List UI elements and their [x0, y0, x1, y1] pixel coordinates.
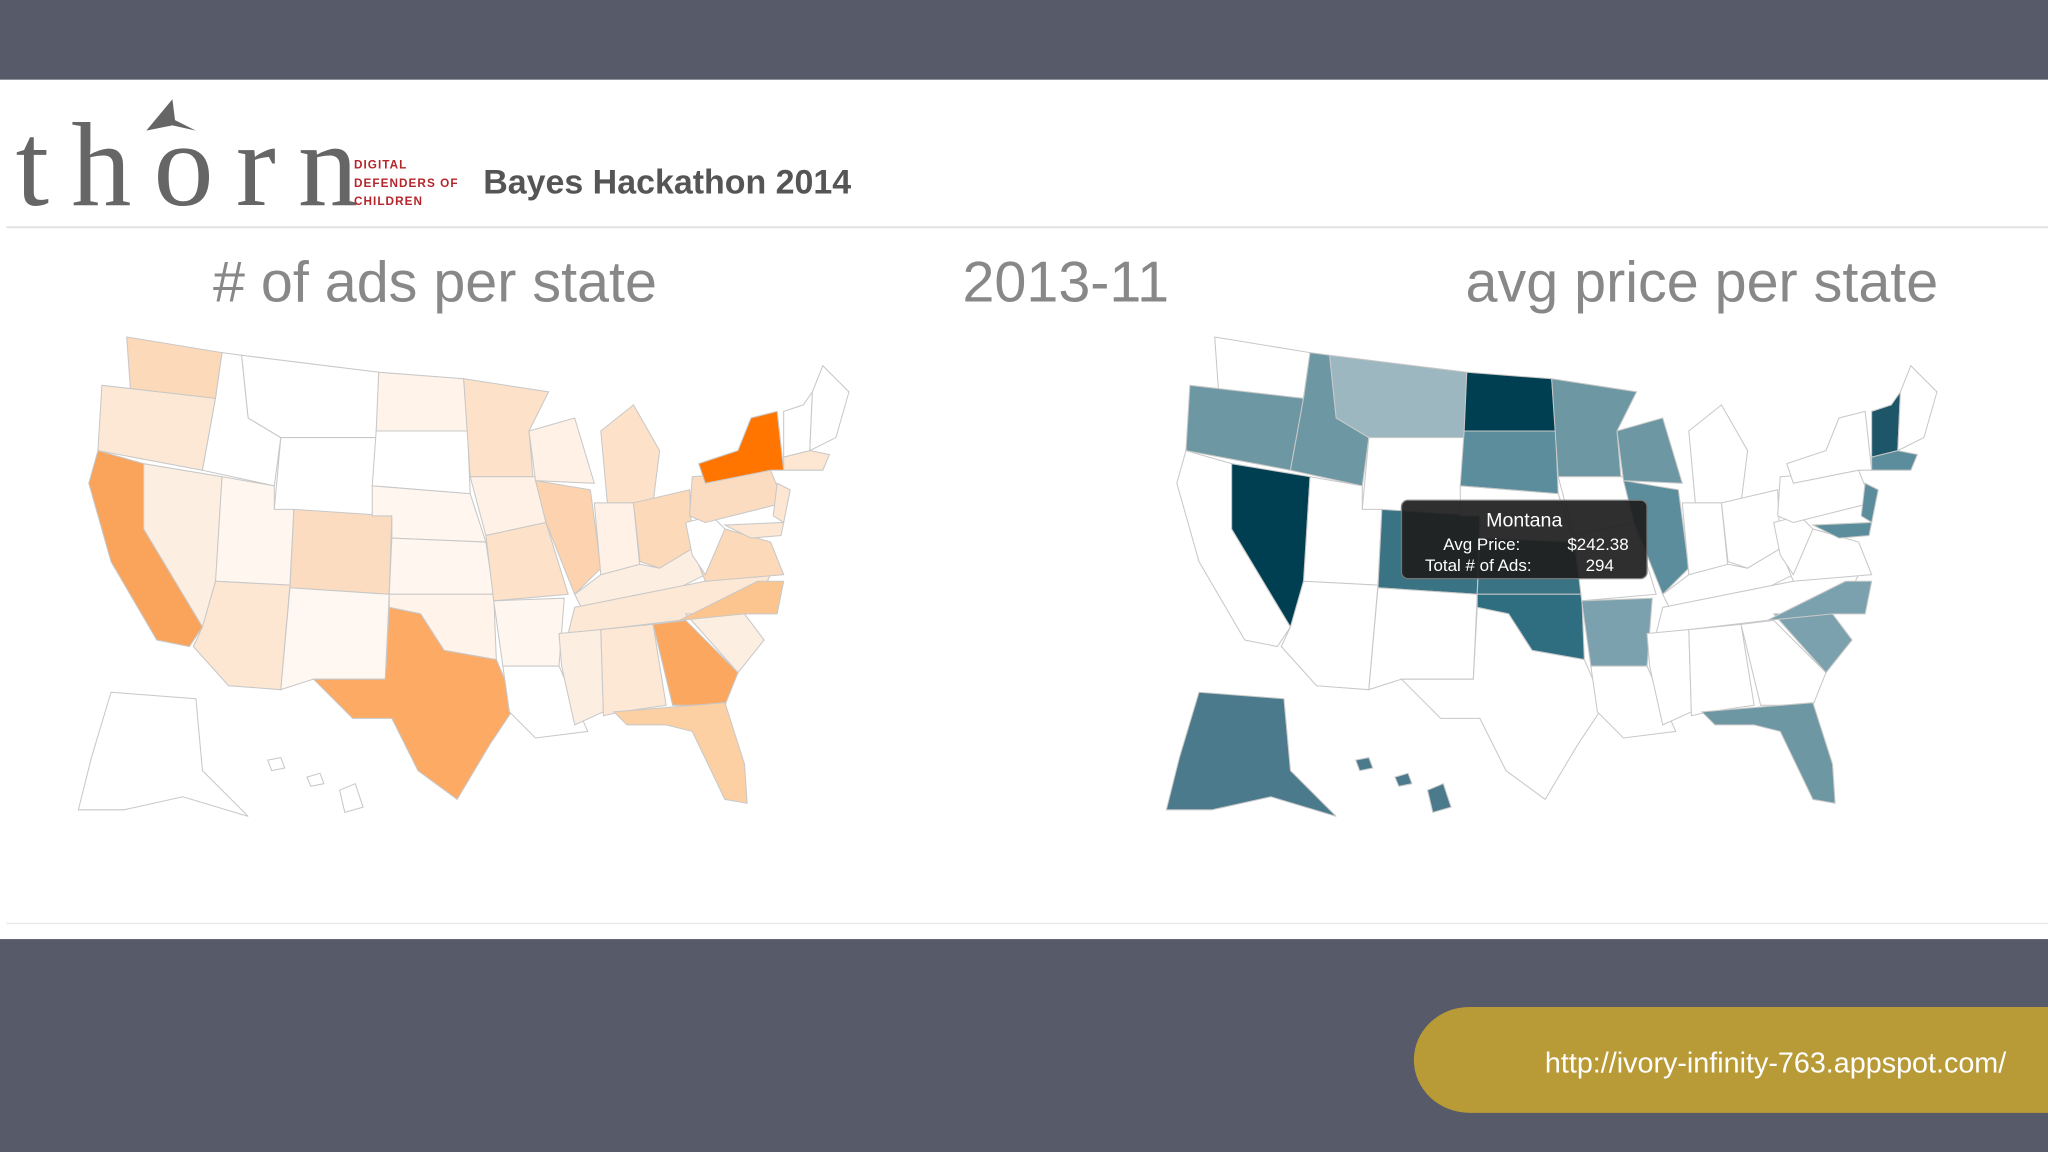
state[interactable] [783, 450, 831, 471]
state[interactable] [375, 371, 469, 432]
state[interactable] [809, 364, 850, 452]
state[interactable] [1688, 404, 1749, 504]
state[interactable] [289, 508, 393, 595]
state[interactable] [1810, 521, 1873, 539]
state[interactable] [1871, 450, 1919, 471]
tagline: DIGITAL [354, 158, 407, 171]
tooltip-value: 294 [1586, 556, 1614, 575]
ads-map [77, 336, 850, 817]
state[interactable] [1681, 502, 1729, 576]
state[interactable] [388, 537, 495, 595]
state[interactable] [371, 430, 471, 495]
state[interactable] [1368, 587, 1478, 691]
tooltip-state: Montana [1486, 509, 1562, 531]
tooltip-label: Total # of Ads: [1425, 556, 1532, 575]
state[interactable] [1426, 782, 1452, 814]
state[interactable] [1700, 702, 1836, 804]
state[interactable] [722, 521, 785, 539]
tooltip-label: Avg Price: [1443, 535, 1520, 554]
state[interactable] [77, 691, 249, 817]
state[interactable] [1786, 410, 1873, 484]
tooltip-value: $242.38 [1567, 535, 1628, 554]
state[interactable] [558, 628, 604, 726]
state[interactable] [698, 410, 785, 484]
state[interactable] [528, 417, 595, 484]
state[interactable] [1897, 364, 1938, 452]
state[interactable] [652, 619, 739, 706]
state[interactable] [600, 623, 667, 717]
state[interactable] [678, 580, 785, 621]
state[interactable] [273, 437, 377, 517]
state[interactable] [1688, 623, 1755, 717]
state[interactable] [1355, 756, 1374, 772]
map-title: avg price per state [1466, 251, 1939, 315]
state[interactable] [1766, 580, 1873, 621]
state[interactable] [1646, 628, 1692, 726]
state[interactable] [1394, 772, 1413, 787]
state[interactable] [534, 480, 602, 596]
state[interactable] [280, 587, 390, 691]
state[interactable] [463, 378, 550, 478]
state[interactable] [1459, 430, 1559, 495]
state[interactable] [600, 404, 661, 504]
tagline: CHILDREN [354, 195, 423, 208]
state[interactable] [1463, 371, 1557, 432]
state[interactable] [338, 782, 364, 814]
state[interactable] [267, 756, 286, 772]
map-title: # of ads per state [213, 251, 657, 315]
logo: thorn [16, 98, 381, 231]
state[interactable] [493, 597, 565, 667]
header-title: Bayes Hackathon 2014 [483, 163, 851, 201]
tagline: DEFENDERS OF [354, 177, 459, 190]
state[interactable] [1165, 691, 1337, 817]
period[interactable]: 2013-11 [962, 251, 1169, 315]
url[interactable]: http://ivory-infinity-763.appspot.com/ [1545, 1047, 2006, 1079]
state[interactable] [1740, 619, 1827, 706]
state[interactable] [1616, 417, 1683, 484]
state[interactable] [485, 521, 569, 602]
state[interactable] [593, 502, 641, 576]
url-pill [1413, 1007, 2048, 1113]
state[interactable] [306, 772, 325, 787]
tooltip-box [1400, 499, 1648, 580]
logo-mark [146, 99, 196, 131]
state[interactable] [1551, 378, 1638, 478]
state[interactable] [1581, 597, 1653, 667]
state[interactable] [612, 702, 748, 804]
tooltip: Montana Avg Price: $242.38 Total # of Ad… [1400, 499, 1648, 580]
